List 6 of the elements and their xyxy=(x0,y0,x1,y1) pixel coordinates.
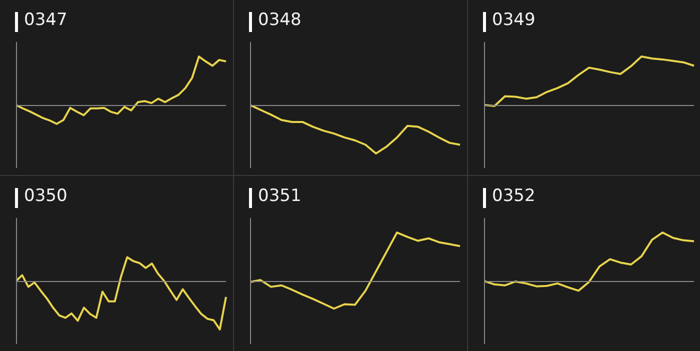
chart-title: 0349 xyxy=(492,10,536,30)
chart-title: 0347 xyxy=(24,10,68,30)
chart-title: 0351 xyxy=(258,186,302,206)
chart-title: 0350 xyxy=(24,186,68,206)
chart-title: 0348 xyxy=(258,10,302,30)
chart-title: 0352 xyxy=(492,186,536,206)
